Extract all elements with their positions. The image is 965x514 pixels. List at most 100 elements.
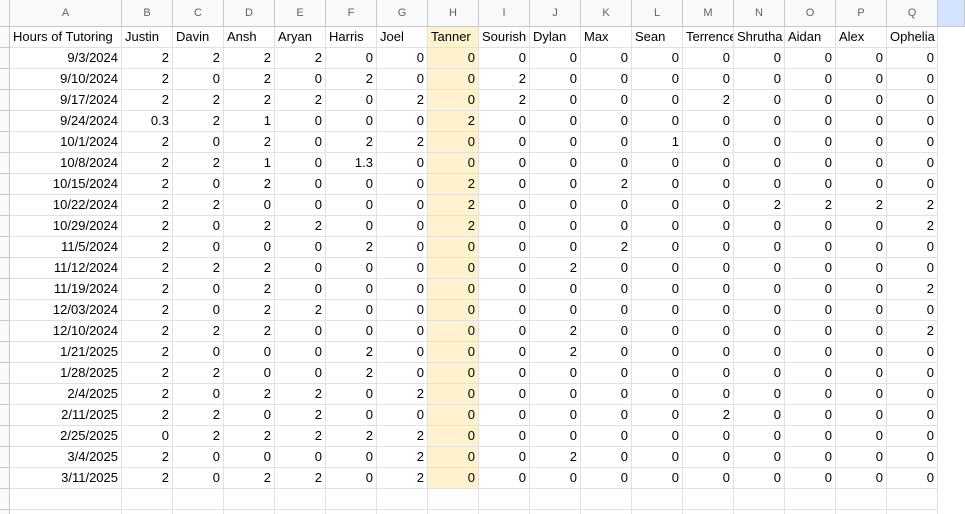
cell[interactable]: 0 [326, 195, 377, 216]
cell[interactable]: 2 [428, 195, 479, 216]
cell[interactable]: 0 [887, 90, 938, 111]
cell[interactable]: 2 [275, 90, 326, 111]
cell[interactable]: 0 [632, 321, 683, 342]
cell[interactable]: 0 [734, 279, 785, 300]
cell[interactable]: 2 [428, 174, 479, 195]
cell[interactable]: 0 [632, 69, 683, 90]
cell[interactable]: 0 [785, 111, 836, 132]
cell[interactable] [581, 489, 632, 510]
cell[interactable]: 2 [887, 279, 938, 300]
cell[interactable]: 0 [377, 195, 428, 216]
cell[interactable]: 0 [428, 132, 479, 153]
cell[interactable]: 0 [479, 363, 530, 384]
cell[interactable]: 0 [581, 468, 632, 489]
cell[interactable]: 0 [785, 258, 836, 279]
cell[interactable]: 0 [734, 405, 785, 426]
cell[interactable]: 0 [173, 132, 224, 153]
cell[interactable]: 2 [224, 300, 275, 321]
cell[interactable]: 0 [632, 426, 683, 447]
cell[interactable]: 2 [224, 321, 275, 342]
cell[interactable]: 0 [479, 237, 530, 258]
cell[interactable]: 0 [581, 363, 632, 384]
cell[interactable]: 0 [326, 258, 377, 279]
cell[interactable]: 0 [734, 237, 785, 258]
cell[interactable]: 2 [173, 363, 224, 384]
cell[interactable]: 0 [530, 132, 581, 153]
cell[interactable]: 0 [734, 216, 785, 237]
cell[interactable]: 0 [683, 69, 734, 90]
cell[interactable]: 0 [530, 426, 581, 447]
cell[interactable]: 2 [326, 132, 377, 153]
cell[interactable]: 2 [122, 258, 173, 279]
cell[interactable]: 0 [428, 342, 479, 363]
cell[interactable]: 0 [428, 279, 479, 300]
select-all[interactable] [938, 0, 965, 27]
cell[interactable]: Sean [632, 27, 683, 48]
cell[interactable]: Shrutha [734, 27, 785, 48]
cell[interactable]: 0 [326, 279, 377, 300]
cell[interactable]: 0 [632, 153, 683, 174]
cell[interactable]: 2 [683, 405, 734, 426]
cell[interactable]: 0 [479, 174, 530, 195]
cell[interactable]: 0 [785, 447, 836, 468]
cell[interactable]: 9/10/2024 [10, 69, 122, 90]
cell[interactable]: 2/25/2025 [10, 426, 122, 447]
cell[interactable] [428, 510, 479, 514]
cell[interactable]: 0 [836, 279, 887, 300]
cell[interactable]: 0 [632, 48, 683, 69]
column-header[interactable]: F [326, 0, 377, 27]
cell[interactable]: 2 [122, 468, 173, 489]
cell[interactable]: 0 [479, 300, 530, 321]
cell[interactable]: 0 [173, 69, 224, 90]
cell[interactable]: 0 [326, 405, 377, 426]
cell[interactable]: 2 [122, 363, 173, 384]
cell[interactable]: 0 [530, 216, 581, 237]
cell[interactable]: 0 [377, 321, 428, 342]
cell[interactable]: 0 [275, 447, 326, 468]
row-header[interactable] [0, 363, 10, 384]
cell[interactable]: 0 [734, 90, 785, 111]
cell[interactable] [377, 489, 428, 510]
cell[interactable]: 2 [275, 405, 326, 426]
cell[interactable]: 0 [632, 363, 683, 384]
row-header[interactable] [0, 48, 10, 69]
cell[interactable]: 0 [734, 132, 785, 153]
cell[interactable]: 0 [275, 111, 326, 132]
cell[interactable]: 0 [581, 258, 632, 279]
cell[interactable]: Aidan [785, 27, 836, 48]
cell[interactable]: 0 [377, 153, 428, 174]
cell[interactable]: 0 [479, 258, 530, 279]
cell[interactable] [224, 510, 275, 514]
cell[interactable] [377, 510, 428, 514]
cell[interactable]: 0 [377, 48, 428, 69]
cell[interactable]: 2 [887, 216, 938, 237]
cell[interactable]: 2 [122, 153, 173, 174]
cell[interactable]: 2 [887, 321, 938, 342]
row-header[interactable] [0, 153, 10, 174]
cell[interactable]: 2 [530, 321, 581, 342]
cell[interactable]: 0 [428, 468, 479, 489]
cell[interactable]: 2 [173, 426, 224, 447]
cell[interactable]: 0 [275, 69, 326, 90]
cell[interactable]: 2 [122, 342, 173, 363]
cell[interactable]: 0 [836, 153, 887, 174]
cell[interactable]: 0 [530, 90, 581, 111]
cell[interactable] [173, 510, 224, 514]
cell[interactable]: 0 [530, 363, 581, 384]
cell[interactable]: 0 [479, 153, 530, 174]
column-header[interactable]: P [836, 0, 887, 27]
cell[interactable]: 2 [530, 447, 581, 468]
cell[interactable] [479, 489, 530, 510]
cell[interactable]: 2 [122, 195, 173, 216]
cell[interactable]: 2 [122, 132, 173, 153]
cell[interactable]: 2 [122, 405, 173, 426]
column-header[interactable]: D [224, 0, 275, 27]
cell[interactable]: 2 [377, 384, 428, 405]
cell[interactable]: Joel [377, 27, 428, 48]
cell[interactable]: 0 [683, 195, 734, 216]
cell[interactable]: 0 [428, 90, 479, 111]
cell[interactable]: 0 [173, 174, 224, 195]
cell[interactable] [326, 489, 377, 510]
cell[interactable]: 0 [734, 258, 785, 279]
cell[interactable]: 0 [224, 195, 275, 216]
